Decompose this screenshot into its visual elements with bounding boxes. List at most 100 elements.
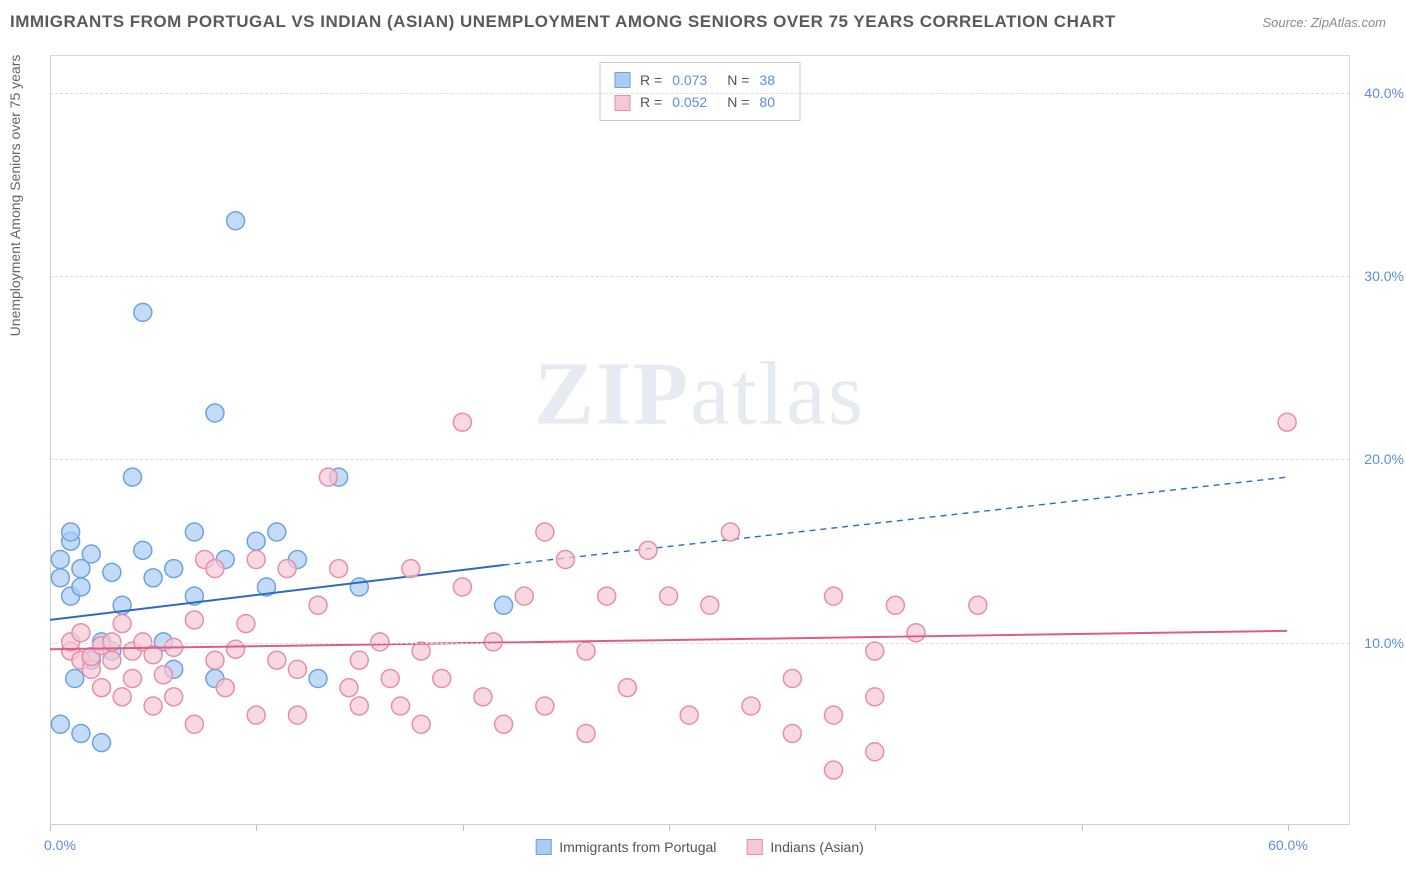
chart-container: Unemployment Among Seniors over 75 years…	[50, 55, 1350, 825]
data-point	[350, 578, 368, 596]
data-point	[165, 688, 183, 706]
data-point	[556, 551, 574, 569]
legend-swatch	[535, 839, 551, 855]
data-point	[278, 560, 296, 578]
data-point	[783, 670, 801, 688]
scatter-plot	[50, 56, 1349, 825]
data-point	[618, 679, 636, 697]
legend-swatch	[614, 95, 630, 111]
correlation-legend: R =0.073N =38R =0.052N =80	[599, 62, 800, 121]
data-point	[701, 596, 719, 614]
series-legend: Immigrants from PortugalIndians (Asian)	[535, 839, 864, 855]
data-point	[639, 541, 657, 559]
data-point	[660, 587, 678, 605]
data-point	[103, 563, 121, 581]
data-point	[134, 541, 152, 559]
y-tick-label: 10.0%	[1364, 635, 1404, 651]
data-point	[825, 587, 843, 605]
data-point	[227, 212, 245, 230]
data-point	[577, 642, 595, 660]
data-point	[907, 624, 925, 642]
data-point	[598, 587, 616, 605]
data-point	[453, 578, 471, 596]
source-attribution: Source: ZipAtlas.com	[1262, 15, 1386, 30]
data-point	[144, 697, 162, 715]
x-tick	[1082, 825, 1083, 831]
x-tick	[669, 825, 670, 831]
data-point	[680, 706, 698, 724]
data-point	[113, 688, 131, 706]
legend-r-value: 0.052	[672, 91, 707, 113]
data-point	[721, 523, 739, 541]
data-point	[825, 706, 843, 724]
data-point	[319, 468, 337, 486]
data-point	[144, 569, 162, 587]
data-point	[51, 551, 69, 569]
legend-n-value: 38	[759, 69, 775, 91]
data-point	[62, 523, 80, 541]
data-point	[247, 551, 265, 569]
data-point	[453, 413, 471, 431]
data-point	[216, 679, 234, 697]
data-point	[350, 651, 368, 669]
y-tick-label: 20.0%	[1364, 451, 1404, 467]
data-point	[330, 560, 348, 578]
data-point	[392, 697, 410, 715]
data-point	[825, 761, 843, 779]
correlation-legend-row: R =0.052N =80	[614, 91, 785, 113]
data-point	[93, 679, 111, 697]
data-point	[1278, 413, 1296, 431]
data-point	[103, 651, 121, 669]
gridline	[50, 459, 1349, 460]
legend-r-label: R =	[640, 91, 662, 113]
data-point	[134, 303, 152, 321]
data-point	[402, 560, 420, 578]
data-point	[72, 724, 90, 742]
x-tick	[1288, 825, 1289, 831]
data-point	[206, 404, 224, 422]
data-point	[247, 706, 265, 724]
x-tick-label: 60.0%	[1268, 837, 1308, 853]
gridline	[50, 643, 1349, 644]
x-tick	[463, 825, 464, 831]
data-point	[206, 651, 224, 669]
data-point	[866, 743, 884, 761]
data-point	[185, 523, 203, 541]
data-point	[866, 642, 884, 660]
data-point	[51, 569, 69, 587]
data-point	[412, 715, 430, 733]
x-tick	[256, 825, 257, 831]
y-tick-label: 30.0%	[1364, 268, 1404, 284]
data-point	[51, 715, 69, 733]
data-point	[495, 715, 513, 733]
trend-line-extrapolated	[504, 477, 1288, 565]
data-point	[969, 596, 987, 614]
y-axis-label: Unemployment Among Seniors over 75 years	[7, 54, 23, 336]
legend-r-value: 0.073	[672, 69, 707, 91]
data-point	[154, 666, 172, 684]
data-point	[783, 724, 801, 742]
gridline	[50, 276, 1349, 277]
legend-n-value: 80	[759, 91, 775, 113]
y-tick-label: 40.0%	[1364, 85, 1404, 101]
data-point	[515, 587, 533, 605]
x-tick	[50, 825, 51, 831]
data-point	[165, 560, 183, 578]
data-point	[866, 688, 884, 706]
data-point	[66, 670, 84, 688]
chart-title: IMMIGRANTS FROM PORTUGAL VS INDIAN (ASIA…	[10, 12, 1116, 32]
data-point	[123, 670, 141, 688]
data-point	[536, 523, 554, 541]
data-point	[268, 651, 286, 669]
correlation-legend-row: R =0.073N =38	[614, 69, 785, 91]
legend-swatch	[746, 839, 762, 855]
data-point	[113, 615, 131, 633]
data-point	[309, 670, 327, 688]
data-point	[742, 697, 760, 715]
data-point	[185, 611, 203, 629]
data-point	[247, 532, 265, 550]
data-point	[268, 523, 286, 541]
data-point	[474, 688, 492, 706]
data-point	[886, 596, 904, 614]
data-point	[206, 560, 224, 578]
